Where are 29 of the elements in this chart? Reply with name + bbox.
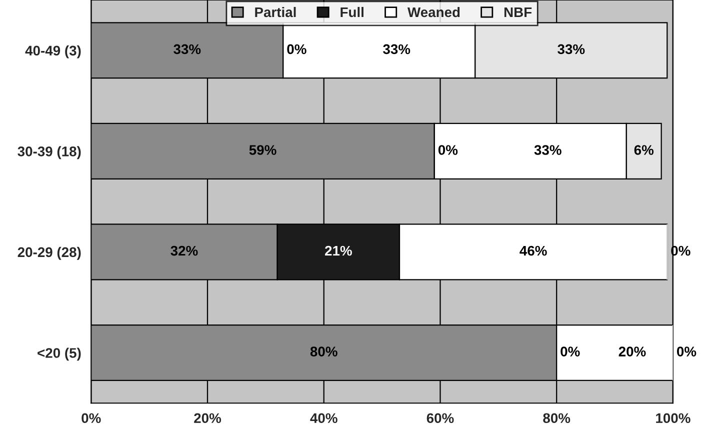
x-tick-label: 60% (426, 413, 454, 424)
legend-label: Partial (255, 6, 296, 18)
data-label: 33% (174, 44, 201, 54)
x-tick-label: 0% (82, 413, 101, 424)
x-tick-label: 100% (656, 413, 690, 424)
data-label: 6% (634, 145, 654, 155)
data-label: 80% (310, 346, 338, 356)
data-label: 0% (438, 145, 458, 155)
data-label: 33% (534, 145, 562, 155)
legend-label: Full (340, 6, 364, 18)
data-label: 46% (520, 246, 547, 256)
data-label: 21% (324, 246, 352, 256)
legend-label: NBF (504, 7, 532, 18)
data-label: 0% (677, 346, 696, 356)
y-tick-label: 40-49 (3) (25, 45, 81, 58)
data-label: 0% (560, 346, 580, 356)
data-label: 32% (170, 246, 198, 256)
data-label: 0% (287, 44, 306, 54)
data-label: 33% (558, 44, 585, 54)
data-label: 20% (618, 346, 646, 356)
x-tick-label: 20% (194, 413, 222, 424)
legend-label: Weaned (407, 6, 460, 18)
data-label: 59% (249, 145, 276, 155)
y-tick-label: 30-39 (18) (18, 146, 81, 160)
y-tick-label: <20 (5) (38, 348, 81, 361)
y-tick-label: 20-29 (28) (18, 246, 81, 260)
data-label: 33% (383, 44, 410, 54)
x-tick-label: 80% (543, 413, 570, 424)
x-tick-label: 40% (310, 413, 338, 424)
